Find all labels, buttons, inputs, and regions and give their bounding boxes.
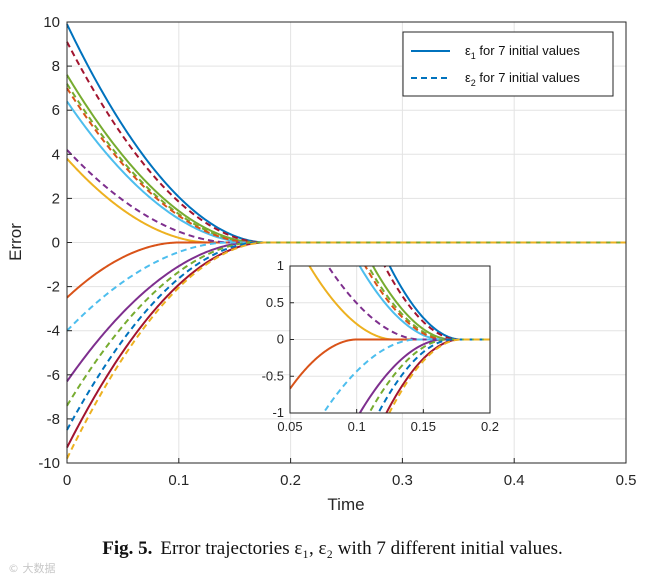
legend-entry-2: ε2 for 7 initial values: [465, 70, 580, 88]
y-tick-label: 8: [52, 58, 60, 75]
y-tick-label: -10: [38, 455, 60, 472]
x-tick-label: 0.4: [504, 472, 525, 489]
x-tick-label: 0.1: [168, 472, 189, 489]
legend-entry-1: ε1 for 7 initial values: [465, 43, 580, 61]
inset-x-tick-label: 0.1: [348, 419, 366, 434]
series-line-9: [66, 83, 626, 244]
x-tick-label: 0.3: [392, 472, 413, 489]
inset-y-tick-label: 1: [277, 258, 284, 273]
inset-series-line-5: [290, 338, 490, 390]
x-tick-label: 0.5: [616, 472, 637, 489]
caption-text: Error trajectories ε₁, ε₂ with 7 differe…: [160, 538, 563, 559]
x-tick-label: 0.2: [280, 472, 301, 489]
series-line-5: [66, 241, 626, 299]
inset-series-line-4: [308, 266, 490, 341]
inset-y-tick-label: 0.5: [266, 295, 284, 310]
y-tick-label: 4: [52, 146, 60, 163]
series-line-4: [66, 158, 626, 244]
series-line-10: [66, 87, 626, 244]
y-tick-label: 6: [52, 102, 60, 119]
x-tick-label: 0: [63, 472, 71, 489]
series-line-12: [66, 241, 626, 332]
y-tick-label: 2: [52, 190, 60, 207]
x-axis-label: Time: [327, 495, 364, 514]
series-line-15: [66, 241, 626, 460]
y-tick-label: 10: [43, 14, 60, 31]
y-tick-label: -6: [47, 367, 60, 384]
legend: ε1 for 7 initial values ε2 for 7 initial…: [402, 31, 614, 97]
inset-series-line-1: [388, 266, 490, 341]
inset-x-tick-label: 0.05: [277, 419, 302, 434]
series-line-13: [66, 241, 626, 407]
watermark: © 大数据: [8, 562, 56, 575]
series-line-8: [66, 41, 626, 244]
main-curves: [66, 23, 626, 460]
series-line-2: [66, 74, 626, 244]
inset-y-tick-label: -0.5: [262, 368, 284, 383]
inset-series-line-2: [371, 266, 490, 341]
inset-series-line-6: [358, 338, 490, 413]
figure-caption: Fig. 5. Error trajectories ε₁, ε₂ with 7 …: [0, 538, 665, 560]
series-line-1: [66, 23, 626, 244]
inset-ticks: 0.05 0.1 0.15 0.2 1 0.5 0 -0.5 -1: [262, 258, 499, 434]
legend-box: [402, 31, 614, 97]
inset-zoom-plot: 0.05 0.1 0.15 0.2 1 0.5 0 -0.5 -1: [262, 258, 499, 434]
y-tick-label: -2: [47, 279, 60, 296]
inset-x-tick-label: 0.15: [411, 419, 436, 434]
inset-y-tick-label: -1: [272, 405, 284, 420]
inset-series-line-9: [366, 266, 490, 341]
series-line-3: [66, 100, 626, 244]
y-tick-label: 0: [52, 235, 60, 252]
inset-x-tick-label: 0.2: [481, 419, 499, 434]
inset-series-line-3: [358, 266, 490, 341]
inset-curves: [290, 266, 490, 413]
y-axis-label: Error: [6, 223, 25, 261]
inset-y-tick-label: 0: [277, 332, 284, 347]
caption-label: Fig. 5.: [102, 538, 153, 559]
inset-series-line-7: [385, 338, 490, 413]
series-line-14: [66, 241, 626, 431]
y-tick-label: -4: [47, 323, 60, 340]
series-line-6: [66, 241, 626, 382]
inset-series-line-13: [368, 338, 490, 413]
inset-series-line-11: [326, 266, 490, 341]
inset-series-line-8: [383, 266, 490, 341]
y-tick-label: -8: [47, 411, 60, 428]
